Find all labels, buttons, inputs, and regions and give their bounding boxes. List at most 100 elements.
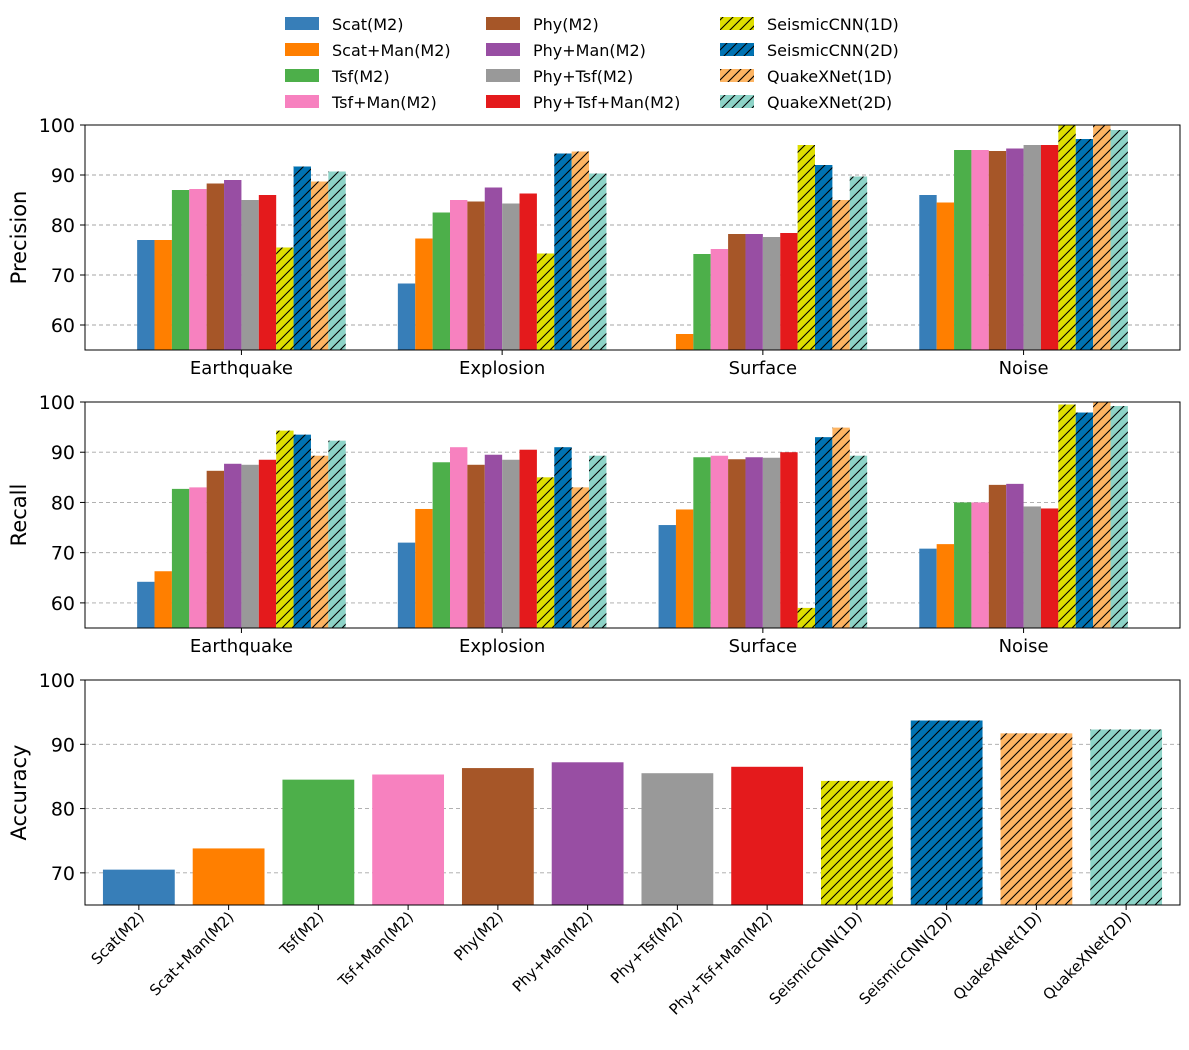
x-tick-label: QuakeXNet(2D) — [1039, 908, 1135, 1004]
bar — [372, 774, 445, 905]
y-tick-label: 60 — [51, 315, 75, 337]
bar — [1040, 508, 1059, 628]
bar — [519, 193, 537, 350]
legend-entry: SeismicCNN(1D) — [720, 15, 899, 34]
legend-label: Phy+Tsf+Man(M2) — [533, 93, 680, 112]
y-tick-label: 70 — [51, 543, 75, 565]
legend-entry: Scat+Man(M2) — [285, 41, 451, 60]
bar-hatch — [849, 176, 868, 350]
legend-entry: Tsf+Man(M2) — [285, 93, 437, 112]
bar-hatch — [797, 145, 815, 350]
bar-hatch — [1058, 404, 1076, 628]
bar — [397, 542, 416, 628]
legend-label: SeismicCNN(1D) — [767, 15, 899, 34]
bar-hatch — [310, 181, 329, 350]
bar-hatch — [554, 153, 572, 350]
y-tick-label: 60 — [51, 593, 75, 615]
legend-label: Tsf+Man(M2) — [331, 93, 437, 112]
bar-hatch — [1093, 125, 1111, 350]
y-tick-label: 90 — [51, 165, 75, 187]
bar — [206, 470, 225, 628]
legend-swatch — [486, 17, 520, 30]
bar-hatch — [1090, 729, 1163, 905]
bar — [415, 238, 433, 350]
bar — [241, 464, 259, 628]
bar — [954, 502, 972, 628]
x-tick-label: Explosion — [459, 358, 545, 379]
bar — [1040, 145, 1059, 350]
legend-swatch-hatch — [720, 95, 754, 108]
bar — [241, 200, 259, 350]
bar — [1023, 145, 1041, 350]
x-tick-label: Earthquake — [190, 358, 293, 379]
bar — [154, 571, 172, 628]
x-tick-label: Tsf(M2) — [276, 908, 328, 960]
bar — [919, 195, 937, 350]
bar — [988, 484, 1007, 628]
bar-hatch — [328, 171, 346, 350]
bar-hatch — [293, 434, 311, 628]
bar-hatch — [1110, 406, 1128, 628]
bar-hatch — [293, 166, 311, 350]
x-tick-label: SeismicCNN(1D) — [766, 908, 866, 1008]
x-tick-label: QuakeXNet(1D) — [950, 908, 1046, 1004]
bar — [693, 457, 711, 628]
y-tick-label: 100 — [39, 392, 75, 414]
axes-frame — [84, 124, 1181, 351]
bar — [710, 249, 729, 350]
bar — [971, 150, 989, 350]
x-tick-label: Phy(M2) — [450, 908, 506, 964]
legend-label: Tsf(M2) — [331, 67, 390, 86]
bar — [171, 488, 190, 628]
bar — [467, 464, 485, 628]
bar-hatch — [554, 447, 572, 628]
bar — [450, 447, 468, 628]
bar — [551, 762, 624, 905]
bar-hatch — [1110, 130, 1128, 350]
bar — [258, 459, 277, 628]
bar-hatch — [310, 455, 329, 628]
legend-entry: SeismicCNN(2D) — [720, 41, 899, 60]
bar — [189, 189, 207, 350]
bar — [936, 202, 955, 350]
bar-hatch — [1000, 733, 1073, 905]
x-tick-label: Noise — [999, 358, 1049, 379]
bar — [484, 454, 503, 628]
legend-label: QuakeXNet(2D) — [767, 93, 892, 112]
bar — [1006, 483, 1024, 628]
bar-hatch — [1058, 125, 1076, 350]
bar — [731, 766, 804, 905]
bar-hatch — [797, 607, 815, 628]
x-tick-label: Scat+Man(M2) — [146, 908, 237, 999]
bar — [919, 548, 937, 628]
bar-hatch — [536, 253, 555, 350]
legend-entry: Phy+Man(M2) — [486, 41, 646, 60]
y-tick-label: 80 — [51, 799, 75, 821]
bar — [762, 237, 781, 350]
x-tick-label: Surface — [729, 358, 798, 379]
bar — [971, 502, 989, 628]
bar — [762, 457, 781, 628]
legend-label: Phy+Man(M2) — [533, 41, 646, 60]
legend-entry: Phy(M2) — [486, 15, 599, 34]
x-tick-label: Phy+Man(M2) — [509, 908, 597, 996]
y-tick-label: 90 — [51, 442, 75, 464]
bar — [171, 190, 190, 350]
bar — [954, 150, 972, 350]
legend-swatch — [285, 95, 319, 108]
bar-hatch — [1075, 412, 1094, 628]
bar — [432, 212, 450, 350]
legend-swatch — [285, 43, 319, 56]
y-tick-label: 70 — [51, 863, 75, 885]
bar — [258, 195, 277, 350]
bar-hatch — [276, 247, 294, 350]
bar-hatch — [815, 437, 833, 628]
legend-swatch-hatch — [720, 43, 754, 56]
y-tick-label: 100 — [39, 115, 75, 137]
bar-hatch — [589, 173, 607, 350]
bar-hatch — [1093, 402, 1111, 628]
y-tick-label: 80 — [51, 215, 75, 237]
bar-hatch — [276, 430, 294, 628]
legend-entry: Phy+Tsf(M2) — [486, 67, 633, 86]
